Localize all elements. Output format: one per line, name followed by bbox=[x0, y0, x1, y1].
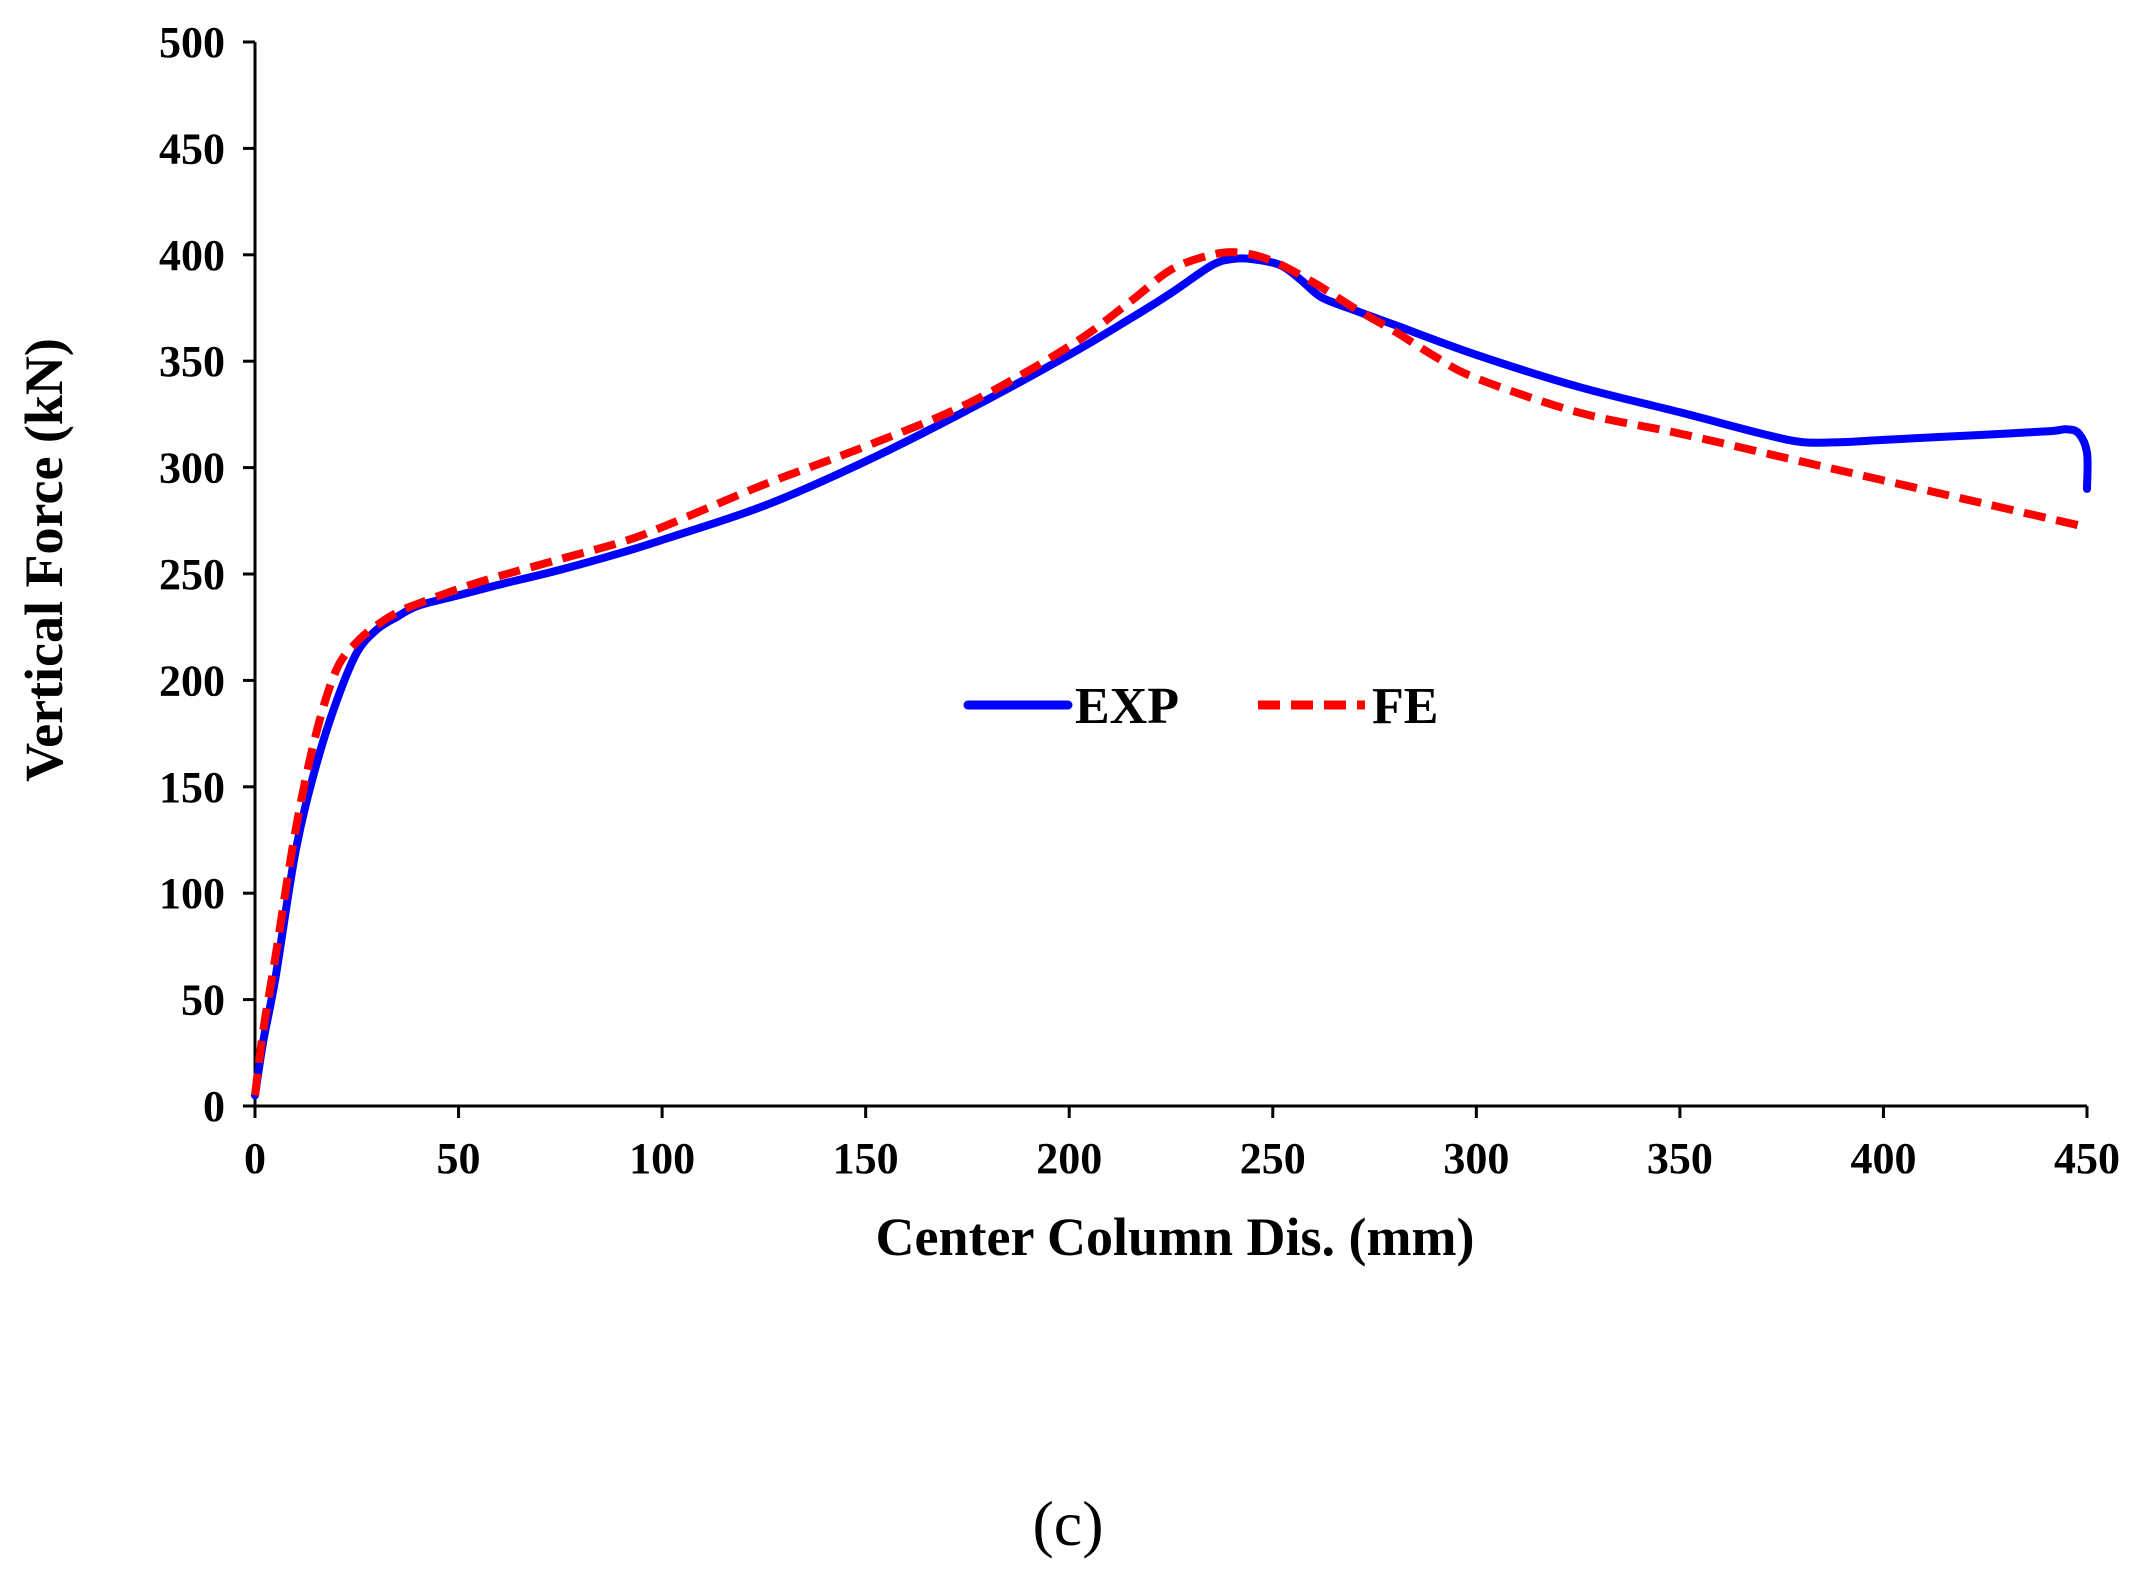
x-tick-label: 250 bbox=[1240, 1134, 1306, 1183]
y-tick-label: 450 bbox=[159, 124, 225, 173]
y-ticks: 0 50 100 150 200 250 300 350 400 450 500 bbox=[159, 18, 255, 1131]
y-tick-label: 300 bbox=[159, 444, 225, 493]
series-line-exp bbox=[251, 254, 2092, 1100]
x-tick-label: 200 bbox=[1036, 1134, 1102, 1183]
series-line-fe bbox=[251, 248, 2088, 1096]
x-tick-label: 300 bbox=[1443, 1134, 1509, 1183]
y-tick-label: 50 bbox=[181, 976, 225, 1025]
x-tick-label: 450 bbox=[2054, 1134, 2120, 1183]
y-tick-label: 100 bbox=[159, 869, 225, 918]
y-tick-label: 400 bbox=[159, 231, 225, 280]
y-tick-label: 150 bbox=[159, 763, 225, 812]
panel-label: (c) bbox=[1032, 1488, 1103, 1559]
x-tick-label: 150 bbox=[833, 1134, 899, 1183]
y-tick-label: 350 bbox=[159, 337, 225, 386]
x-ticks: 0 50 100 150 200 250 300 350 400 450 bbox=[244, 1106, 2120, 1183]
y-axis-title: Vertical Force (kN) bbox=[14, 338, 74, 782]
legend-label-fe: FE bbox=[1372, 678, 1438, 735]
y-tick-label: 500 bbox=[159, 18, 225, 67]
series-group bbox=[251, 248, 2092, 1100]
x-tick-label: 0 bbox=[244, 1134, 266, 1183]
x-tick-label: 50 bbox=[437, 1134, 481, 1183]
x-axis-title: Center Column Dis. (mm) bbox=[876, 1207, 1475, 1267]
y-tick-label: 0 bbox=[203, 1082, 225, 1131]
legend-label-exp: EXP bbox=[1075, 678, 1179, 735]
y-tick-label: 250 bbox=[159, 550, 225, 599]
x-tick-label: 400 bbox=[1850, 1134, 1916, 1183]
legend: EXP FE bbox=[963, 678, 1438, 735]
x-tick-label: 350 bbox=[1647, 1134, 1713, 1183]
x-tick-label: 100 bbox=[629, 1134, 695, 1183]
y-tick-label: 200 bbox=[159, 656, 225, 705]
